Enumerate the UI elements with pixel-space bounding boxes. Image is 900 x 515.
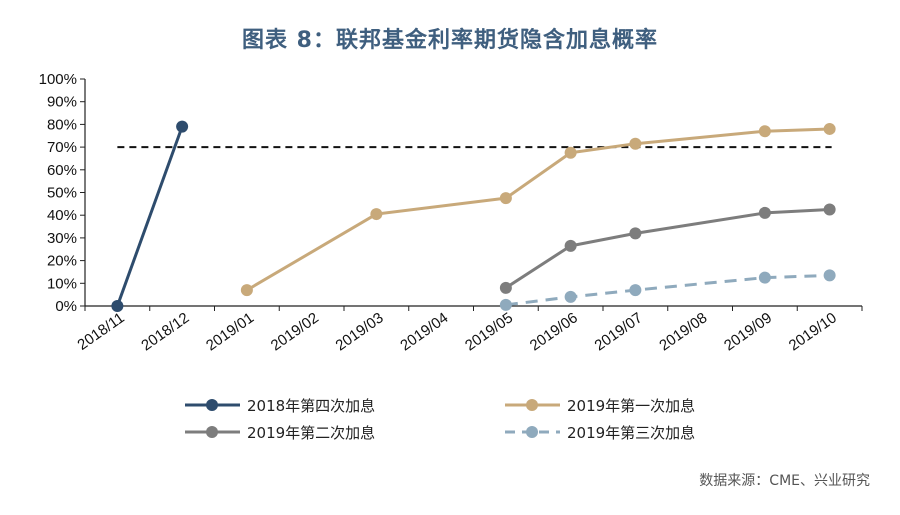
data-point [499,281,512,294]
data-point [629,137,642,150]
y-tick-label: 50% [47,185,77,202]
y-tick-label: 70% [47,139,77,156]
series-3 [499,203,836,294]
data-point [629,284,642,297]
legend-item-4: 2019年第三次加息 [505,424,695,442]
legend-item-3: 2019年第二次加息 [185,424,375,442]
legend-item-2: 2019年第一次加息 [505,397,695,415]
data-point [758,125,771,138]
x-tick-label: 2018/11 [74,309,127,353]
x-tick-label: 2019/07 [591,309,645,354]
data-point [758,271,771,284]
y-tick-label: 30% [47,230,77,247]
series-2 [240,122,836,297]
y-tick-label: 60% [47,162,77,179]
x-tick-label: 2019/02 [268,309,322,354]
series-1 [111,120,189,312]
data-point [499,192,512,205]
legend: 2018年第四次加息 2019年第一次加息 2019年第二次加息 2019年第三次加息 [185,397,695,442]
legend-swatch-marker [206,399,218,411]
data-point [240,284,253,297]
data-point [823,203,836,216]
x-tick-label: 2019/05 [462,309,516,354]
x-tick-label: 2019/08 [656,309,710,354]
data-point [370,208,383,221]
series-line [505,208,830,290]
y-tick-label: 40% [47,207,77,224]
data-point [823,269,836,282]
x-tick-label: 2019/03 [332,309,386,354]
legend-item-1: 2018年第四次加息 [185,397,375,415]
y-tick-label: 100% [39,71,77,88]
legend-label: 2019年第二次加息 [247,424,375,442]
x-tick-label: 2019/01 [203,309,257,354]
data-point [499,298,512,311]
data-point [564,146,577,159]
y-tick-label: 90% [47,94,77,111]
x-tick-label: 2019/10 [786,309,840,354]
chart-title: 图表 8：联邦基金利率期货隐含加息概率 [242,28,658,53]
y-tick-label: 10% [47,275,77,292]
data-point [758,206,771,219]
legend-swatch-marker [526,399,538,411]
legend-label: 2019年第一次加息 [567,397,695,415]
series-4 [499,269,836,311]
x-tick-label: 2019/09 [721,309,775,354]
data-point [823,122,836,135]
data-point [564,290,577,303]
x-tick-label: 2019/04 [397,309,451,354]
data-point [111,300,124,312]
source-note: 数据来源：CME、兴业研究 [699,473,870,489]
data-point [176,120,189,133]
series-layer [111,120,836,312]
y-tick-label: 80% [47,116,77,133]
legend-swatch-marker [206,426,218,438]
data-point [629,227,642,240]
legend-label: 2018年第四次加息 [247,397,375,415]
series-line [115,126,184,307]
legend-swatch-marker [526,426,538,438]
axes-layer: 0% 10% 20% 30% 40% 50% 60% 70% 80% 90% 100% 2018/11… [39,71,863,354]
series-line [505,273,830,307]
x-tick-label: 2018/12 [138,309,192,354]
legend-label: 2019年第三次加息 [567,424,695,442]
x-tick-label: 2019/06 [527,309,581,354]
y-tick-label: 0% [55,298,77,315]
y-tick-label: 20% [47,253,77,270]
data-point [564,239,577,252]
